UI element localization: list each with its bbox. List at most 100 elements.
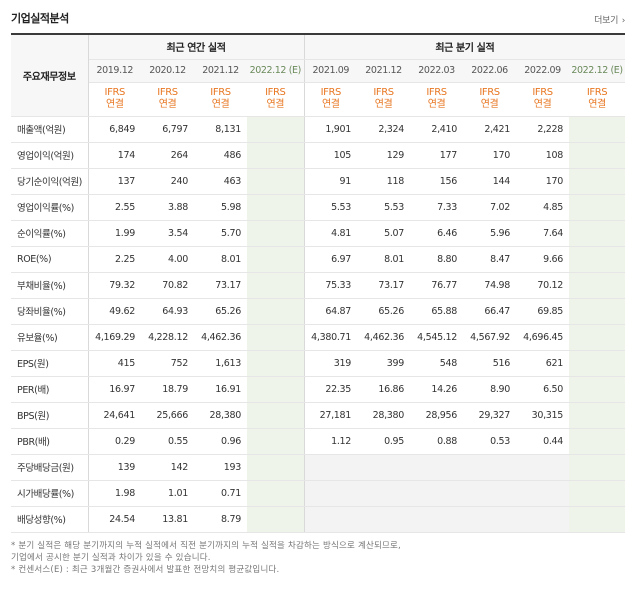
- value-cell: 240: [141, 168, 194, 195]
- table-row: 시가배당률(%) 1.98 1.01 0.71: [11, 480, 626, 507]
- more-link[interactable]: 더보기 ›: [594, 13, 625, 26]
- value-cell: [247, 193, 305, 221]
- value-cell: 9.66: [516, 246, 570, 273]
- table-row: 매출액(억원) 6,849 6,797 8,131 1,901 2,324 2,410 2,4…: [11, 116, 626, 143]
- value-cell: 16.97: [88, 376, 141, 403]
- ifrs-consolidated-label: 연결: [266, 99, 285, 110]
- value-cell: 30,315: [516, 402, 570, 429]
- value-cell: 24.54: [88, 506, 141, 533]
- ifrs-consolidated-label: 연결: [427, 99, 446, 110]
- value-cell: [569, 142, 626, 169]
- period-header: 2020.12: [141, 59, 194, 83]
- value-cell: 4,696.45: [516, 324, 570, 351]
- chevron-right-icon[interactable]: ›: [621, 16, 626, 26]
- value-cell: [463, 453, 517, 481]
- value-cell: 118: [357, 168, 411, 195]
- more-link-label[interactable]: 더보기: [594, 16, 619, 26]
- value-cell: 752: [141, 349, 194, 377]
- ifrs-label: IFRS: [532, 87, 553, 98]
- ifrs-consolidated-label: 연결: [533, 99, 552, 110]
- period-header: 2022.09: [516, 59, 570, 83]
- value-cell: [569, 298, 626, 325]
- value-cell: [303, 506, 358, 533]
- value-cell: 0.71: [194, 480, 247, 507]
- value-cell: 7.02: [463, 193, 517, 221]
- value-cell: 64.93: [141, 298, 194, 325]
- value-cell: 8.80: [410, 246, 464, 273]
- value-cell: 548: [410, 349, 464, 377]
- ifrs-badge: IFRS 연결: [141, 82, 194, 117]
- table-row: PBR(배) 0.29 0.55 0.96 1.12 0.95 0.88 0.53 0.44: [11, 428, 626, 455]
- value-cell: [569, 480, 626, 507]
- value-cell: 65.26: [357, 298, 411, 325]
- table-row: BPS(원) 24,641 25,666 28,380 27,181 28,380 28,9…: [11, 402, 626, 429]
- period-header: 2019.12: [88, 59, 141, 83]
- value-cell: 4,567.92: [463, 324, 517, 351]
- value-cell: 156: [410, 168, 464, 195]
- value-cell: 75.33: [303, 271, 358, 299]
- ifrs-badge: IFRS 연결: [303, 82, 358, 117]
- value-cell: 108: [516, 142, 570, 169]
- value-cell: 8.01: [194, 246, 247, 273]
- value-cell: 22.35: [303, 376, 358, 403]
- section-header: 기업실적분석 더보기 ›: [11, 10, 625, 30]
- value-cell: [247, 246, 305, 273]
- value-cell: 6,797: [141, 116, 194, 143]
- value-cell: 73.17: [357, 271, 411, 299]
- value-cell: 25,666: [141, 402, 194, 429]
- value-cell: [463, 480, 517, 507]
- table-row: 주당배당금(원) 139 142 193: [11, 453, 626, 481]
- value-cell: [247, 142, 305, 169]
- value-cell: [569, 220, 626, 247]
- value-cell: [569, 453, 626, 481]
- value-cell: 193: [194, 453, 247, 481]
- value-cell: [247, 220, 305, 247]
- footnote-line: * 분기 실적은 해당 분기까지의 누적 실적에서 직전 분기까지의 누적 실적…: [11, 541, 401, 551]
- value-cell: 6,849: [88, 116, 141, 143]
- value-cell: 399: [357, 349, 411, 377]
- value-cell: 18.79: [141, 376, 194, 403]
- value-cell: 4.00: [141, 246, 194, 273]
- value-cell: [247, 298, 305, 325]
- value-cell: 28,380: [357, 402, 411, 429]
- ifrs-label: IFRS: [320, 87, 342, 98]
- value-cell: 0.44: [516, 428, 570, 455]
- value-cell: 6.97: [303, 246, 358, 273]
- value-cell: 2,324: [357, 116, 411, 143]
- table-row: 영업이익률(%) 2.55 3.88 5.98 5.53 5.53 7.33 7.02 4.85: [11, 193, 626, 221]
- value-cell: 2.25: [88, 246, 141, 273]
- value-cell: 69.85: [516, 298, 570, 325]
- ifrs-consolidated-label: 연결: [158, 99, 177, 110]
- value-cell: 139: [88, 453, 141, 481]
- value-cell: [247, 324, 305, 351]
- value-cell: 105: [303, 142, 358, 169]
- value-cell: [516, 480, 570, 507]
- ifrs-consolidated-label: 연결: [105, 99, 124, 110]
- value-cell: 66.47: [463, 298, 517, 325]
- value-cell: 621: [516, 349, 570, 377]
- value-cell: [569, 246, 626, 273]
- value-cell: 1,901: [303, 116, 358, 143]
- value-cell: 29,327: [463, 402, 517, 429]
- value-cell: 5.53: [357, 193, 411, 221]
- value-cell: 8.47: [463, 246, 517, 273]
- value-cell: 3.88: [141, 193, 194, 221]
- table-row: 영업이익(억원) 174 264 486 105 129 177 170 108: [11, 142, 626, 169]
- table-row: ROE(%) 2.25 4.00 8.01 6.97 8.01 8.80 8.47 9.66: [11, 246, 626, 273]
- value-cell: 170: [516, 168, 570, 195]
- value-cell: 264: [141, 142, 194, 169]
- ifrs-consolidated-label: 연결: [588, 99, 606, 110]
- value-cell: 79.32: [88, 271, 141, 299]
- footnotes: * 분기 실적은 해당 분기까지의 누적 실적에서 직전 분기까지의 누적 실적…: [11, 540, 625, 576]
- value-cell: [569, 116, 626, 143]
- table-row: 순이익률(%) 1.99 3.54 5.70 4.81 5.07 6.46 5.96 7.64: [11, 220, 626, 247]
- ifrs-badge: IFRS 연결: [247, 82, 305, 117]
- value-cell: 74.98: [463, 271, 517, 299]
- table-row: 부채비율(%) 79.32 70.82 73.17 75.33 73.17 76.77 74.…: [11, 271, 626, 299]
- value-cell: 91: [303, 168, 358, 195]
- value-cell: 4,380.71: [303, 324, 358, 351]
- value-cell: [247, 480, 305, 507]
- ifrs-consolidated-label: 연결: [321, 99, 340, 110]
- value-cell: 5.07: [357, 220, 411, 247]
- value-cell: 1.99: [88, 220, 141, 247]
